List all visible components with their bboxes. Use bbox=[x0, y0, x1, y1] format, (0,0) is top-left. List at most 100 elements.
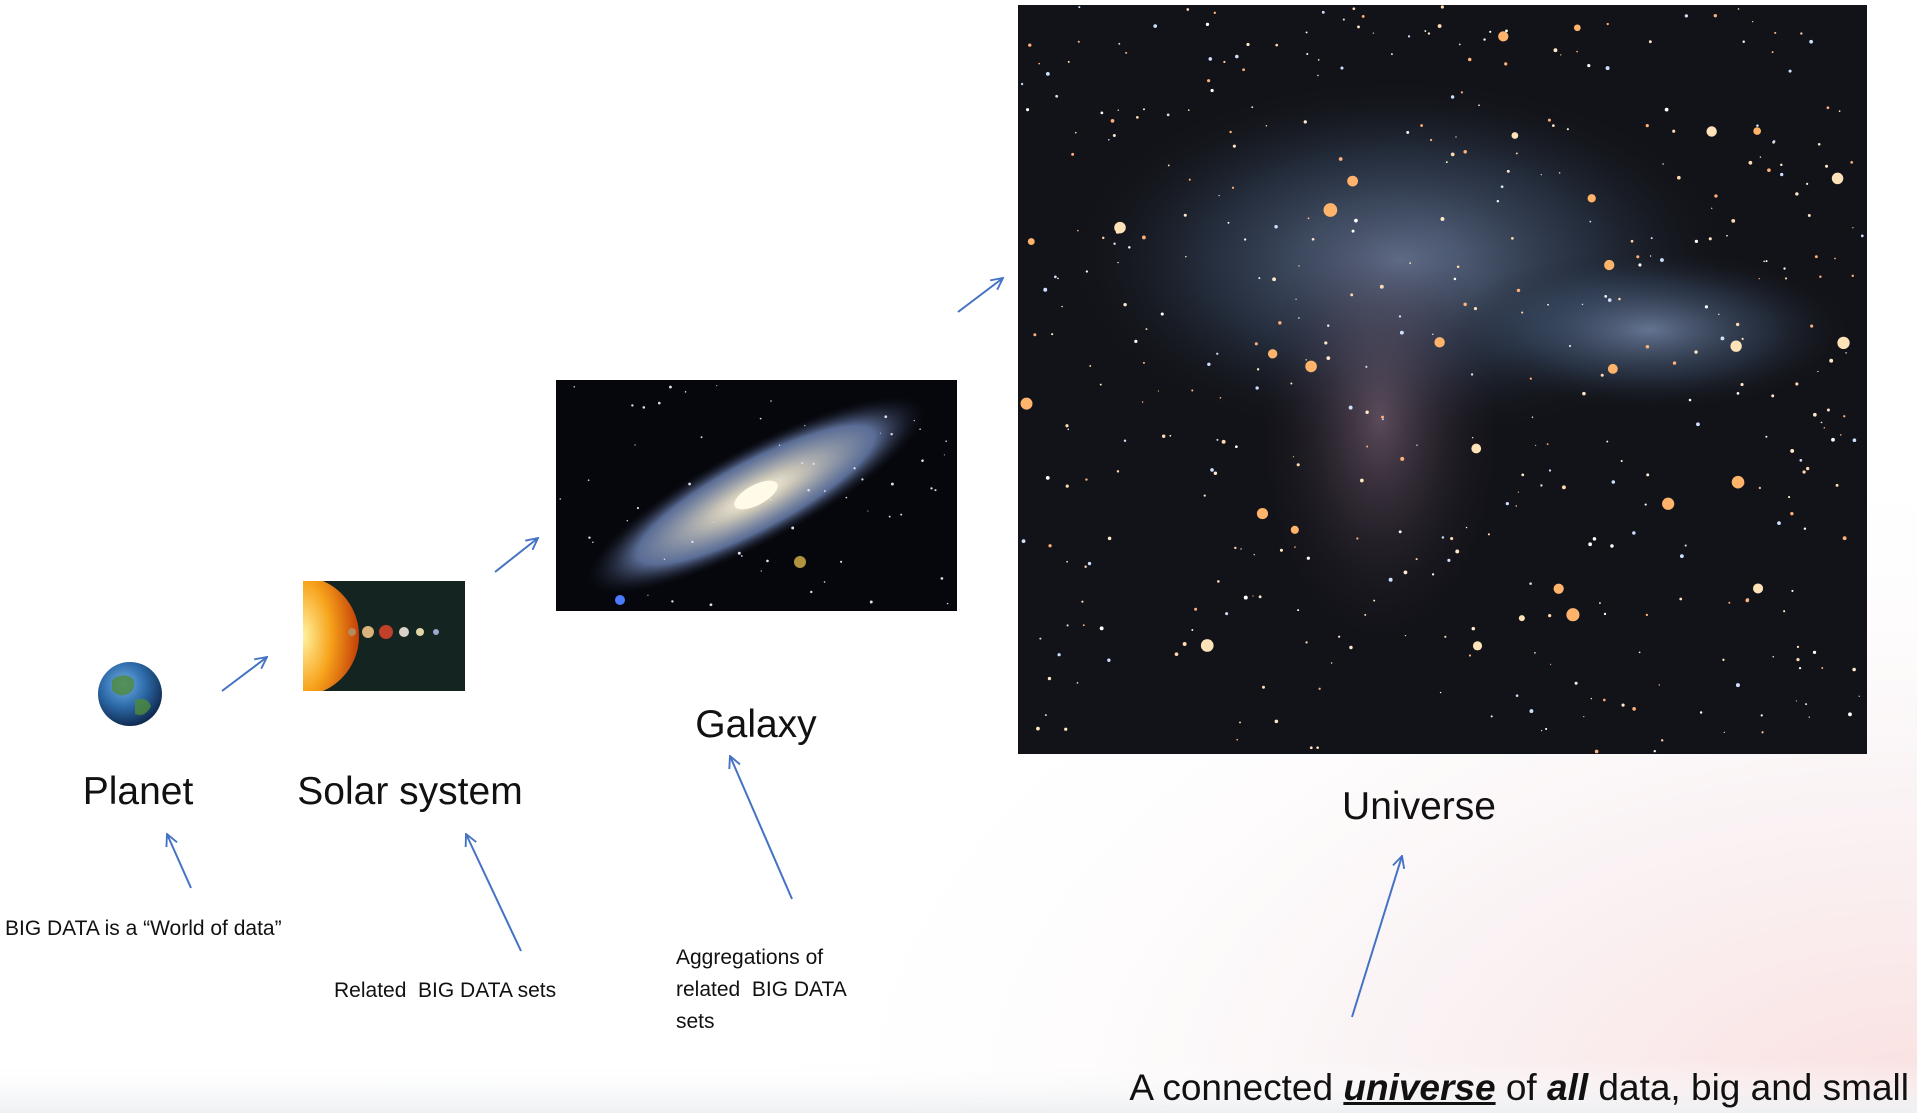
star bbox=[1254, 342, 1258, 346]
star bbox=[1141, 235, 1146, 240]
star bbox=[1803, 527, 1807, 530]
star bbox=[1071, 152, 1075, 156]
star bbox=[1243, 595, 1248, 600]
star bbox=[1258, 595, 1262, 599]
star bbox=[1463, 150, 1467, 154]
star bbox=[1373, 599, 1376, 602]
star bbox=[1696, 422, 1700, 427]
star bbox=[1246, 42, 1250, 47]
star bbox=[1540, 484, 1543, 487]
star bbox=[807, 488, 810, 492]
star bbox=[1078, 6, 1081, 9]
arrows bbox=[167, 278, 1402, 1018]
star bbox=[1298, 265, 1300, 267]
star bbox=[1110, 119, 1115, 123]
star bbox=[1605, 66, 1610, 71]
star bbox=[1547, 303, 1549, 306]
planet-dot bbox=[348, 628, 356, 636]
star bbox=[1348, 405, 1353, 410]
star bbox=[1718, 313, 1720, 315]
star bbox=[1798, 667, 1802, 670]
star bbox=[823, 490, 826, 492]
star bbox=[1548, 469, 1552, 472]
star bbox=[1783, 267, 1786, 270]
star bbox=[940, 577, 944, 580]
star bbox=[1112, 134, 1116, 137]
star bbox=[1587, 64, 1591, 68]
star bbox=[1439, 691, 1442, 694]
star bbox=[1067, 428, 1070, 431]
star bbox=[1153, 24, 1158, 28]
star bbox=[1581, 303, 1584, 306]
star bbox=[1251, 106, 1254, 109]
star bbox=[1592, 537, 1597, 541]
star bbox=[1113, 242, 1116, 245]
star bbox=[1118, 42, 1121, 45]
galaxy-image bbox=[556, 380, 957, 611]
star bbox=[1194, 607, 1198, 611]
star bbox=[1265, 124, 1268, 127]
star bbox=[1298, 317, 1300, 319]
star bbox=[1791, 589, 1794, 592]
star bbox=[1722, 658, 1725, 661]
star bbox=[1354, 218, 1358, 223]
star bbox=[1806, 182, 1809, 185]
star bbox=[1450, 95, 1455, 99]
star bbox=[1620, 459, 1623, 463]
star bbox=[1771, 51, 1774, 54]
star bbox=[1852, 227, 1854, 229]
star bbox=[663, 558, 666, 560]
star bbox=[1085, 478, 1088, 481]
star bbox=[1272, 277, 1276, 282]
star bbox=[1516, 288, 1521, 293]
star bbox=[1235, 445, 1238, 449]
star bbox=[1566, 608, 1580, 622]
star bbox=[1232, 144, 1236, 148]
arrow bbox=[167, 834, 192, 889]
star bbox=[943, 454, 945, 456]
arrow bbox=[730, 756, 793, 900]
arrow bbox=[494, 538, 538, 573]
star bbox=[1465, 526, 1468, 529]
star bbox=[1330, 662, 1333, 664]
star bbox=[1082, 624, 1085, 627]
star bbox=[1540, 730, 1543, 732]
stage-description: Aggregations of bbox=[676, 946, 824, 969]
star bbox=[1236, 738, 1239, 741]
star bbox=[1736, 392, 1740, 395]
star bbox=[1632, 707, 1636, 711]
star bbox=[1077, 229, 1079, 232]
star bbox=[1650, 237, 1653, 240]
star bbox=[1737, 8, 1740, 10]
star bbox=[1450, 536, 1454, 541]
star bbox=[1427, 32, 1431, 35]
star bbox=[1645, 613, 1649, 617]
star bbox=[691, 540, 694, 544]
star bbox=[1161, 434, 1166, 438]
star bbox=[1535, 444, 1537, 447]
star bbox=[1085, 270, 1088, 273]
star bbox=[1521, 311, 1524, 314]
star bbox=[1765, 260, 1768, 263]
star bbox=[1505, 501, 1509, 506]
stage-description: related BIG DATA bbox=[676, 978, 847, 1001]
star bbox=[1632, 531, 1636, 535]
star bbox=[1735, 683, 1740, 688]
star bbox=[1603, 698, 1606, 702]
star bbox=[919, 428, 921, 430]
star bbox=[1758, 486, 1762, 490]
star bbox=[1740, 382, 1744, 387]
star bbox=[1100, 111, 1104, 115]
star bbox=[1324, 341, 1328, 345]
star bbox=[1679, 554, 1684, 559]
star bbox=[1807, 214, 1811, 217]
earth bbox=[98, 662, 162, 726]
star bbox=[1191, 389, 1194, 392]
star bbox=[1763, 260, 1765, 263]
star bbox=[913, 419, 915, 422]
caption-emphasis: all bbox=[1547, 1067, 1589, 1108]
star bbox=[1169, 434, 1172, 437]
star bbox=[1400, 456, 1405, 461]
star bbox=[1077, 40, 1080, 43]
star bbox=[1305, 360, 1317, 373]
